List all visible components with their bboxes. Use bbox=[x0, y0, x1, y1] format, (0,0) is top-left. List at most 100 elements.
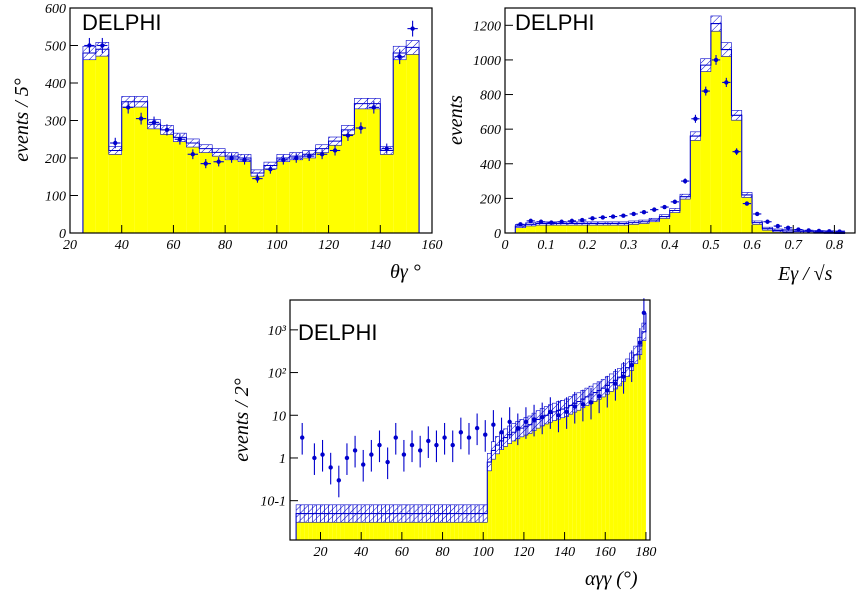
x-tick-label: 100 bbox=[473, 545, 494, 560]
simulation-bar bbox=[609, 382, 614, 540]
simulation-bar bbox=[302, 154, 316, 233]
data-marker bbox=[572, 404, 577, 409]
data-point bbox=[377, 430, 382, 463]
x-axis-label: Eγ / √s bbox=[777, 263, 833, 285]
data-point bbox=[434, 430, 439, 463]
data-marker bbox=[319, 152, 325, 157]
data-marker bbox=[703, 88, 708, 94]
simulation-bar bbox=[576, 401, 581, 540]
data-point bbox=[355, 122, 367, 134]
data-point bbox=[483, 420, 488, 452]
data-marker bbox=[672, 199, 678, 205]
simulation-bar bbox=[389, 513, 394, 540]
data-point bbox=[110, 137, 121, 149]
x-tick-label: 0.1 bbox=[537, 238, 555, 253]
simulation-bar bbox=[466, 513, 472, 540]
data-point bbox=[361, 449, 366, 482]
simulation-bar bbox=[186, 143, 200, 233]
simulation-bar bbox=[160, 129, 174, 233]
data-point bbox=[548, 397, 553, 429]
x-tick-label: 20 bbox=[314, 545, 328, 560]
data-marker bbox=[242, 157, 247, 163]
x-axis-ticks: 20 40 60 80 100 120 140 160 180 bbox=[314, 532, 656, 560]
simulation-bar bbox=[121, 101, 135, 233]
data-points bbox=[300, 298, 647, 498]
x-tick-label: 40 bbox=[115, 238, 129, 253]
data-marker bbox=[637, 340, 643, 345]
data-point bbox=[742, 201, 752, 206]
data-marker bbox=[268, 167, 273, 172]
alpha-gamma-gamma-panel: 20 40 60 80 100 120 140 160 180 10-1 1 10 10² 10³ DELP… bbox=[231, 298, 656, 590]
data-point bbox=[814, 228, 824, 234]
data-point bbox=[701, 86, 710, 96]
simulation-bar bbox=[483, 513, 488, 540]
data-marker bbox=[515, 425, 520, 431]
delphi-label: DELPHI bbox=[82, 10, 161, 35]
y-tick-label: 100 bbox=[45, 190, 66, 205]
data-point bbox=[300, 422, 305, 455]
data-marker bbox=[410, 26, 415, 31]
data-point bbox=[381, 143, 392, 154]
data-marker bbox=[336, 478, 342, 483]
data-point bbox=[613, 369, 618, 401]
simulation-bar bbox=[95, 49, 109, 233]
simulation-bar bbox=[406, 47, 420, 233]
data-point bbox=[691, 114, 700, 123]
simulation-bar bbox=[340, 513, 345, 540]
data-marker bbox=[569, 218, 575, 224]
data-point bbox=[629, 211, 638, 217]
y-tick-label: 200 bbox=[45, 152, 66, 167]
simulation-bar bbox=[617, 377, 622, 540]
data-point bbox=[135, 112, 147, 125]
plot-frame bbox=[504, 7, 856, 234]
data-point bbox=[621, 362, 626, 394]
data-point bbox=[681, 178, 690, 184]
data-point bbox=[336, 465, 342, 498]
data-marker bbox=[588, 400, 594, 405]
data-marker bbox=[474, 425, 480, 431]
simulation-bar bbox=[380, 150, 394, 233]
simulation-bar bbox=[381, 513, 386, 540]
simulation-bar bbox=[147, 124, 161, 233]
data-marker bbox=[590, 216, 595, 221]
data-point bbox=[763, 219, 772, 224]
data-marker bbox=[765, 219, 770, 224]
data-marker bbox=[713, 57, 719, 63]
y-tick-label: 400 bbox=[45, 77, 66, 92]
data-marker bbox=[641, 210, 647, 215]
y-tick-label: 300 bbox=[44, 115, 66, 130]
data-marker bbox=[216, 159, 221, 164]
simulation-bar bbox=[324, 513, 329, 540]
data-point bbox=[278, 155, 289, 165]
data-point bbox=[578, 217, 587, 223]
data-point bbox=[407, 20, 418, 37]
simulation-bar bbox=[491, 450, 496, 540]
data-marker bbox=[229, 155, 234, 161]
simulation-bar bbox=[422, 513, 427, 540]
data-point bbox=[531, 404, 537, 437]
x-axis-label: αγγ (°) bbox=[585, 568, 638, 590]
data-point bbox=[523, 407, 529, 439]
simulation-bar bbox=[523, 426, 528, 540]
data-marker bbox=[610, 214, 616, 219]
simulation-bar bbox=[637, 345, 642, 540]
y-tick-label: 600 bbox=[480, 123, 501, 138]
simulation-bar bbox=[515, 226, 526, 233]
x-tick-label: 80 bbox=[218, 238, 232, 253]
data-point bbox=[344, 443, 350, 475]
simulation-bar bbox=[315, 148, 329, 233]
data-point bbox=[536, 219, 546, 224]
simulation-bar bbox=[515, 430, 520, 540]
x-axis-ticks: 0 0.1 0.2 0.3 0.4 0.5 0.6 0.7 0.8 bbox=[502, 225, 843, 253]
x-tick-label: 40 bbox=[354, 545, 368, 560]
data-marker bbox=[796, 227, 801, 232]
simulation-bar bbox=[566, 223, 578, 233]
simulation-bar bbox=[607, 223, 619, 233]
x-tick-label: 0 bbox=[502, 238, 509, 253]
simulation-bar bbox=[312, 513, 317, 540]
simulation-bar bbox=[341, 129, 355, 233]
data-marker bbox=[466, 435, 472, 440]
simulation-outline bbox=[82, 46, 420, 233]
simulation-bar bbox=[199, 148, 213, 233]
